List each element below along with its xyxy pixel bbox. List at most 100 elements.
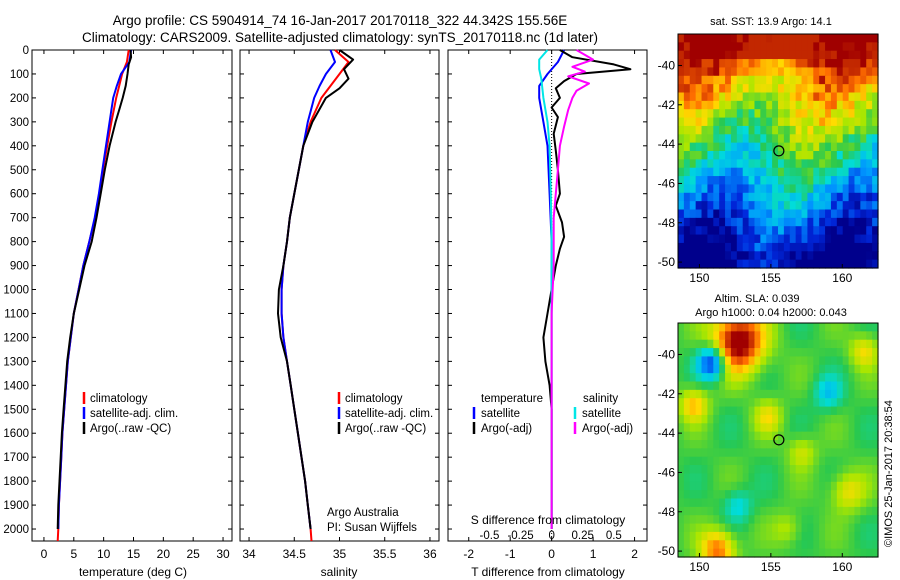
map-cell bbox=[819, 515, 826, 525]
map-cell bbox=[754, 431, 761, 441]
map-cell bbox=[695, 440, 703, 449]
map-cell bbox=[807, 373, 814, 383]
map-cell bbox=[701, 348, 709, 358]
map-cell bbox=[701, 506, 709, 516]
map-cell bbox=[713, 184, 720, 194]
map-cell bbox=[748, 448, 756, 458]
map-cell bbox=[801, 348, 809, 358]
map-cell bbox=[872, 373, 879, 383]
map-cell bbox=[730, 456, 738, 466]
map-cell bbox=[836, 217, 844, 227]
map-cell bbox=[678, 448, 685, 458]
map-cell bbox=[760, 473, 767, 483]
map-cell bbox=[678, 234, 685, 244]
map-cell bbox=[678, 373, 685, 383]
map-cell bbox=[789, 423, 797, 433]
map-cell bbox=[766, 473, 773, 483]
map-cell bbox=[701, 323, 709, 332]
map-cell bbox=[819, 117, 826, 127]
map-cell bbox=[678, 84, 685, 94]
map-cell bbox=[819, 59, 826, 69]
map-cell bbox=[801, 259, 809, 269]
map-cell bbox=[760, 42, 767, 52]
map-cell bbox=[742, 431, 750, 441]
map-cell bbox=[801, 117, 809, 127]
map-cell bbox=[819, 226, 826, 236]
map-cell bbox=[807, 506, 814, 516]
map-cell bbox=[854, 201, 861, 211]
map-cell bbox=[772, 515, 779, 525]
map-cell bbox=[795, 184, 803, 194]
map-cell bbox=[795, 456, 803, 466]
map-cell bbox=[766, 339, 773, 349]
map-cell bbox=[713, 348, 720, 358]
map-cell bbox=[848, 381, 856, 391]
map-cell bbox=[701, 192, 709, 202]
map-cell bbox=[695, 381, 703, 391]
legend-label-satellite-adj: satellite-adj. clim. bbox=[90, 408, 178, 420]
map-cell bbox=[772, 465, 779, 475]
map-cell bbox=[701, 59, 709, 69]
map-cell bbox=[801, 331, 809, 341]
map-cell bbox=[713, 151, 720, 160]
map-cell bbox=[872, 84, 879, 94]
map-cell bbox=[736, 339, 744, 349]
map-cell bbox=[742, 389, 750, 399]
map-cell bbox=[807, 531, 814, 541]
map-cell bbox=[801, 167, 809, 177]
map-cell bbox=[807, 448, 814, 458]
map-cell bbox=[683, 389, 691, 399]
map-cell bbox=[678, 356, 685, 366]
map-cell bbox=[772, 201, 779, 211]
map-cell bbox=[760, 176, 767, 186]
map-cell bbox=[678, 414, 685, 424]
map-cell bbox=[772, 109, 779, 119]
map-cell bbox=[807, 398, 814, 408]
map-cell bbox=[778, 481, 785, 491]
map-cell bbox=[801, 548, 809, 558]
map-cell bbox=[830, 67, 838, 77]
map-cell bbox=[789, 67, 797, 77]
map-cell bbox=[766, 364, 773, 374]
map-cell bbox=[678, 201, 685, 211]
map-cell bbox=[713, 159, 720, 169]
map-cell bbox=[778, 523, 785, 533]
map-cell bbox=[860, 523, 867, 533]
map-cell bbox=[760, 151, 767, 160]
map-cell bbox=[825, 117, 832, 127]
map-cell bbox=[854, 473, 861, 483]
map-cell bbox=[742, 259, 750, 269]
map-cell bbox=[830, 251, 838, 261]
map-cell bbox=[830, 364, 838, 374]
map-cell bbox=[754, 473, 761, 483]
map-cell bbox=[807, 50, 814, 60]
map-cell bbox=[760, 423, 767, 433]
map-cell bbox=[760, 67, 767, 77]
map-cell bbox=[783, 151, 791, 160]
map-cell bbox=[825, 465, 832, 475]
map-cell bbox=[695, 234, 703, 244]
map-cell bbox=[701, 423, 709, 433]
map-cell bbox=[683, 251, 691, 261]
map-cell bbox=[807, 42, 814, 52]
map-cell bbox=[689, 323, 697, 332]
map-cell bbox=[789, 406, 797, 416]
map-cell bbox=[766, 92, 773, 102]
map-cell bbox=[789, 167, 797, 177]
map-cell bbox=[842, 142, 850, 152]
map-cell bbox=[742, 506, 750, 516]
map-cell bbox=[701, 498, 709, 508]
map-cell bbox=[701, 167, 709, 177]
map-cell bbox=[801, 75, 809, 85]
map-cell bbox=[725, 381, 732, 391]
map-cell bbox=[842, 59, 850, 69]
map-cell bbox=[819, 423, 826, 433]
x-tick-label: -2 bbox=[463, 547, 474, 561]
map-cell bbox=[730, 117, 738, 127]
map-cell bbox=[866, 109, 873, 119]
map-cell bbox=[772, 75, 779, 85]
map-cell bbox=[783, 234, 791, 244]
map-cell bbox=[836, 540, 844, 550]
map-cell bbox=[678, 481, 685, 491]
map-cell bbox=[736, 465, 744, 475]
